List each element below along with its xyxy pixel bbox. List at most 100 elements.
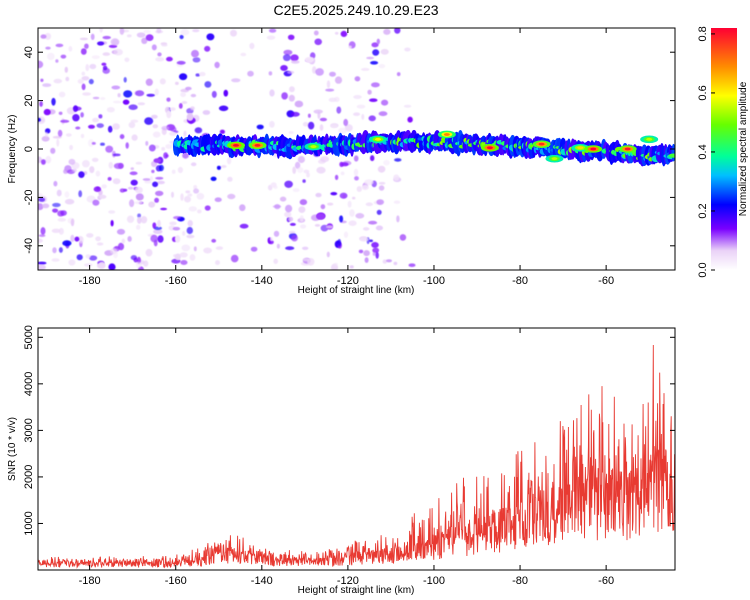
noise-blob bbox=[91, 142, 96, 145]
noise-blob bbox=[370, 61, 379, 65]
noise-blob bbox=[42, 203, 50, 209]
noise-blob bbox=[269, 120, 275, 128]
noise-blob bbox=[57, 217, 67, 222]
noise-blob bbox=[348, 220, 357, 226]
noise-blob bbox=[204, 205, 211, 211]
x-tick-label: -60 bbox=[598, 575, 614, 587]
noise-blob bbox=[327, 202, 334, 206]
noise-blob bbox=[285, 204, 293, 213]
noise-blob bbox=[73, 105, 78, 112]
noise-blob bbox=[290, 111, 300, 117]
noise-blob bbox=[62, 240, 72, 247]
noise-blob bbox=[119, 28, 125, 35]
noise-blob bbox=[181, 101, 188, 104]
noise-blob bbox=[153, 229, 163, 235]
noise-blob bbox=[159, 78, 166, 85]
noise-blob bbox=[151, 44, 157, 51]
noise-blob bbox=[129, 199, 135, 208]
noise-blob bbox=[72, 114, 80, 122]
noise-blob bbox=[92, 199, 100, 206]
noise-blob bbox=[297, 155, 305, 164]
noise-blob bbox=[352, 196, 356, 200]
noise-blob bbox=[128, 121, 136, 129]
snr-x-label: Height of straight line (km) bbox=[298, 585, 415, 596]
noise-blob bbox=[180, 193, 184, 201]
noise-blob bbox=[227, 176, 233, 182]
noise-blob bbox=[372, 247, 380, 254]
noise-blob bbox=[127, 186, 134, 190]
noise-blob bbox=[163, 152, 169, 159]
noise-blob bbox=[177, 166, 183, 174]
noise-blob bbox=[219, 129, 225, 134]
noise-blob bbox=[192, 57, 201, 63]
noise-blob bbox=[137, 102, 146, 106]
noise-blob bbox=[187, 193, 193, 197]
noise-blob bbox=[334, 31, 339, 35]
noise-blob bbox=[180, 260, 188, 265]
noise-blob bbox=[119, 188, 126, 193]
noise-blob bbox=[78, 190, 83, 198]
noise-blob bbox=[270, 182, 277, 188]
noise-blob bbox=[204, 45, 211, 52]
x-tick-label: -100 bbox=[423, 275, 445, 287]
noise-blob bbox=[334, 174, 339, 180]
noise-blob bbox=[182, 231, 186, 236]
noise-blob bbox=[141, 37, 148, 44]
noise-blob bbox=[101, 62, 107, 66]
noise-blob bbox=[102, 35, 111, 40]
noise-blob bbox=[166, 97, 171, 102]
noise-blob bbox=[86, 233, 94, 238]
noise-blob bbox=[80, 112, 84, 118]
noise-blob bbox=[288, 216, 294, 222]
noise-blob bbox=[320, 156, 330, 163]
noise-blob bbox=[157, 219, 161, 228]
noise-blob bbox=[58, 247, 63, 253]
snr-panel: -180 -160 -140 -120 -100 -80 -60 1000 2000 3000 4… bbox=[7, 325, 676, 596]
noise-blob bbox=[175, 81, 179, 85]
noise-blob bbox=[273, 230, 280, 237]
noise-blob bbox=[155, 190, 164, 196]
noise-blob bbox=[100, 97, 106, 100]
noise-blob bbox=[153, 239, 158, 247]
noise-blob bbox=[40, 78, 44, 83]
spectrogram-y-axis: -40 -20 0 20 40 bbox=[23, 46, 675, 254]
x-tick-label: -80 bbox=[512, 575, 528, 587]
noise-blob bbox=[266, 35, 276, 40]
noise-blob bbox=[315, 192, 322, 198]
noise-blob bbox=[319, 124, 324, 131]
x-tick-label: -120 bbox=[337, 575, 359, 587]
noise-blob bbox=[396, 72, 401, 77]
noise-blob bbox=[130, 119, 139, 123]
noise-blob bbox=[227, 193, 236, 200]
noise-blob bbox=[137, 216, 142, 224]
noise-blob bbox=[334, 76, 343, 84]
noise-blob bbox=[52, 202, 61, 208]
spectrogram-panel: -180 -160 -140 -120 -100 -80 -60 -40 -20 0 20 40 H… bbox=[7, 27, 676, 296]
noise-blob bbox=[239, 223, 249, 229]
noise-blob bbox=[203, 247, 213, 254]
noise-blob bbox=[288, 230, 296, 234]
x-tick-label: -100 bbox=[423, 575, 445, 587]
noise-blob bbox=[365, 202, 373, 207]
colorbar-label: Normalized spectral amplitude bbox=[738, 81, 749, 216]
noise-blob bbox=[70, 218, 75, 227]
noise-blob bbox=[77, 79, 84, 84]
noise-blob bbox=[89, 63, 97, 70]
noise-blob bbox=[134, 186, 143, 194]
noise-blob bbox=[370, 155, 375, 162]
noise-blob bbox=[283, 49, 293, 56]
noise-blob bbox=[53, 78, 63, 84]
noise-blob bbox=[314, 224, 321, 227]
noise-blob bbox=[316, 166, 326, 174]
noise-blob bbox=[394, 28, 401, 34]
noise-blob bbox=[353, 112, 361, 116]
noise-blob bbox=[192, 29, 200, 33]
noise-blob bbox=[105, 145, 114, 153]
noise-blob bbox=[58, 91, 66, 98]
noise-blob bbox=[60, 54, 67, 59]
x-tick-label: -180 bbox=[79, 575, 101, 587]
noise-blob bbox=[100, 142, 105, 146]
noise-blob bbox=[284, 180, 293, 188]
noise-blob bbox=[38, 264, 46, 270]
